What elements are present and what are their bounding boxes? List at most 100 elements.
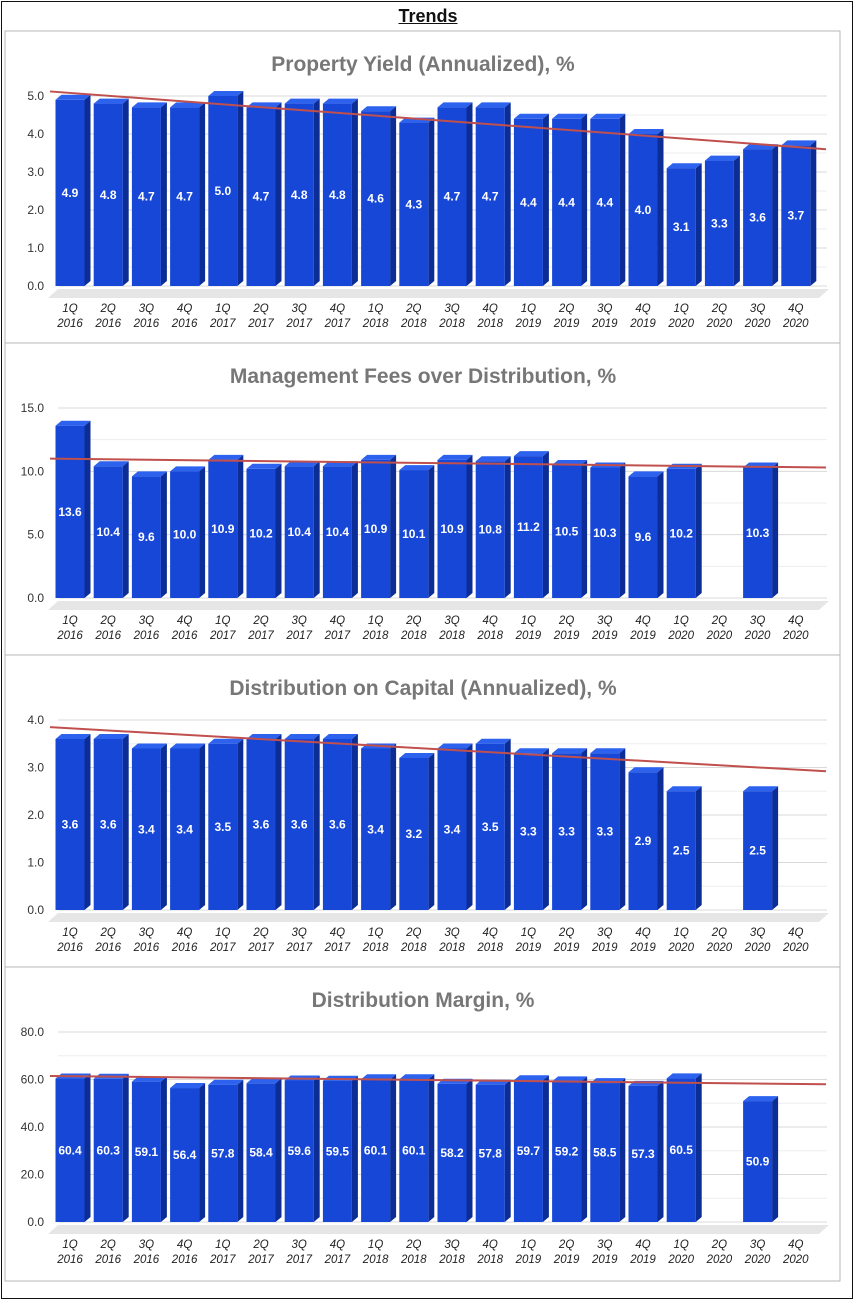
bar-top bbox=[284, 98, 320, 104]
bar bbox=[208, 96, 238, 286]
bar-side bbox=[542, 113, 549, 286]
data-label: 3.5 bbox=[482, 820, 499, 834]
bar bbox=[361, 111, 391, 286]
bar-top bbox=[552, 1076, 588, 1082]
bar-top bbox=[437, 102, 473, 108]
bar bbox=[55, 1078, 85, 1222]
data-label: 4.8 bbox=[100, 188, 117, 202]
x-tick-label: 2017 bbox=[209, 1254, 236, 1266]
y-tick-label: 0.0 bbox=[27, 591, 44, 605]
bar-top bbox=[55, 734, 91, 739]
data-label: 57.3 bbox=[631, 1147, 655, 1161]
bar bbox=[437, 107, 467, 287]
x-tick-label: 2019 bbox=[553, 630, 580, 642]
bar-top bbox=[361, 106, 397, 112]
bar-side bbox=[466, 102, 473, 287]
y-tick-label: 1.0 bbox=[27, 856, 44, 870]
bar-top bbox=[208, 1079, 244, 1085]
trendline bbox=[49, 457, 827, 469]
data-label: 3.6 bbox=[253, 818, 270, 832]
bar-top bbox=[55, 420, 91, 426]
chart-title: Distribution on Capital (Annualized), % bbox=[229, 677, 617, 700]
bar bbox=[284, 739, 314, 910]
bar-side bbox=[160, 102, 167, 287]
x-tick-label: 3Q bbox=[139, 615, 154, 627]
bar-side bbox=[466, 1078, 473, 1222]
x-tick-label: 2018 bbox=[400, 318, 427, 330]
bar-top bbox=[246, 1078, 282, 1084]
bar bbox=[361, 1079, 391, 1222]
x-tick-label: 2Q bbox=[405, 927, 421, 939]
bar-top bbox=[170, 102, 206, 108]
data-label: 2.9 bbox=[635, 834, 652, 848]
x-tick-label: 2016 bbox=[171, 942, 198, 954]
bar-top bbox=[437, 743, 473, 749]
bar-side bbox=[657, 1080, 664, 1222]
y-tick-label: 5.0 bbox=[27, 89, 44, 103]
bar bbox=[246, 1083, 276, 1222]
x-tick-label: 2019 bbox=[515, 318, 542, 330]
y-tick-label: 0.0 bbox=[27, 903, 44, 917]
x-tick-label: 4Q bbox=[330, 1239, 345, 1251]
data-label: 3.6 bbox=[62, 818, 79, 832]
x-tick-label: 3Q bbox=[597, 1239, 612, 1251]
bar-side bbox=[733, 155, 740, 286]
bar bbox=[246, 107, 276, 287]
bar bbox=[437, 1083, 467, 1222]
bar-side bbox=[275, 463, 282, 598]
bar-top bbox=[246, 734, 282, 739]
bar-top bbox=[628, 767, 664, 773]
bar bbox=[93, 1078, 123, 1222]
bar bbox=[170, 471, 200, 598]
x-tick-label: 2016 bbox=[56, 318, 83, 330]
bar-top bbox=[666, 1073, 702, 1079]
data-label: 60.4 bbox=[58, 1143, 82, 1157]
data-label: 3.4 bbox=[367, 822, 384, 836]
bar bbox=[284, 103, 314, 286]
x-tick-label: 2020 bbox=[667, 630, 694, 642]
x-tick-label: 2019 bbox=[553, 1254, 580, 1266]
bar-top bbox=[475, 738, 511, 744]
bar-side bbox=[313, 98, 320, 286]
x-tick-label: 2Q bbox=[100, 1239, 116, 1251]
data-label: 58.5 bbox=[593, 1146, 617, 1160]
x-tick-label: 3Q bbox=[597, 927, 612, 939]
data-label: 4.0 bbox=[635, 203, 652, 217]
x-tick-label: 2016 bbox=[56, 630, 83, 642]
y-tick-label: 80.0 bbox=[21, 1025, 45, 1039]
x-tick-label: 2018 bbox=[400, 630, 427, 642]
bar bbox=[93, 466, 123, 598]
x-tick-label: 2016 bbox=[56, 942, 83, 954]
bar-top bbox=[513, 1075, 549, 1081]
bar bbox=[322, 466, 352, 598]
bar-top bbox=[590, 748, 626, 754]
bar-top bbox=[513, 113, 549, 119]
bar-side bbox=[237, 454, 244, 598]
x-tick-label: 2018 bbox=[438, 630, 465, 642]
bar bbox=[208, 459, 238, 598]
bar-side bbox=[619, 462, 626, 598]
bar-side bbox=[772, 786, 779, 910]
bar-top bbox=[361, 454, 397, 460]
x-tick-label: 4Q bbox=[483, 615, 498, 627]
x-tick-label: 4Q bbox=[788, 927, 803, 939]
bar-side bbox=[237, 738, 244, 910]
x-tick-label: 2016 bbox=[133, 942, 160, 954]
bar-side bbox=[351, 98, 358, 286]
data-label: 56.4 bbox=[173, 1148, 197, 1162]
bar-side bbox=[504, 456, 511, 598]
x-tick-label: 2018 bbox=[400, 1254, 427, 1266]
bar bbox=[322, 1080, 352, 1222]
data-label: 3.3 bbox=[520, 825, 537, 839]
data-label: 4.4 bbox=[596, 195, 613, 209]
y-tick-label: 0.0 bbox=[27, 1215, 44, 1229]
page-title: Trends bbox=[398, 6, 458, 26]
bar bbox=[246, 739, 276, 910]
bar-side bbox=[84, 734, 91, 910]
x-tick-label: 2Q bbox=[558, 303, 574, 315]
x-tick-label: 3Q bbox=[139, 303, 154, 315]
x-tick-label: 3Q bbox=[444, 615, 459, 627]
x-tick-label: 2Q bbox=[405, 1239, 421, 1251]
data-label: 58.4 bbox=[249, 1146, 273, 1160]
bar-side bbox=[390, 106, 397, 286]
